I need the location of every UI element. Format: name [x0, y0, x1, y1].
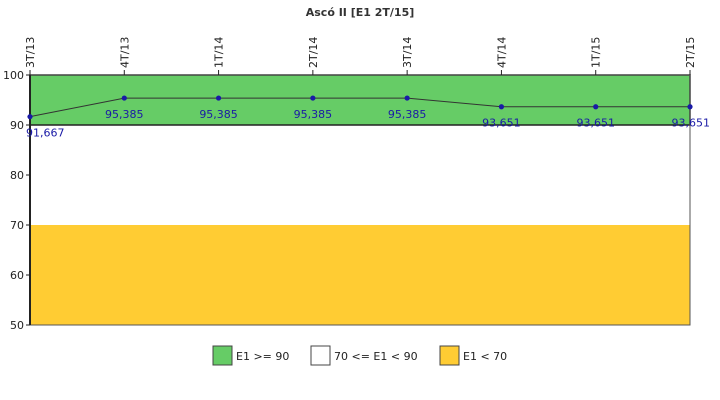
chart-title: Ascó II [E1 2T/15]	[306, 6, 415, 19]
data-point	[310, 95, 316, 101]
band-2	[30, 225, 690, 325]
y-tick-label: 80	[10, 169, 24, 182]
data-label: 93,651	[672, 117, 711, 130]
legend-label: E1 >= 90	[236, 350, 289, 363]
x-tick-label: 4T/13	[118, 37, 131, 68]
data-label: 95,385	[388, 108, 427, 121]
data-point	[593, 104, 599, 110]
x-tick-label: 2T/14	[307, 37, 320, 68]
band-1	[30, 125, 690, 225]
data-point	[121, 95, 127, 101]
legend-label: 70 <= E1 < 90	[334, 350, 418, 363]
band-0	[30, 75, 690, 125]
x-tick-label: 3T/14	[401, 37, 414, 68]
x-tick-label: 4T/14	[495, 37, 508, 68]
x-tick-label: 3T/13	[24, 37, 37, 68]
y-tick-label: 100	[3, 69, 24, 82]
data-point	[498, 104, 505, 110]
x-tick-label: 2T/15	[684, 37, 697, 68]
data-label: 95,385	[199, 108, 238, 121]
x-tick-label: 1T/15	[590, 37, 603, 68]
data-point	[27, 114, 33, 120]
data-label: 95,385	[105, 108, 144, 121]
series-polyline	[29, 97, 690, 118]
data-label: 93,651	[576, 117, 615, 130]
data-label: 93,651	[482, 117, 521, 130]
y-tick-label: 60	[10, 269, 24, 282]
data-point	[687, 104, 693, 110]
x-tick-label: 1T/14	[213, 37, 226, 68]
threshold-bands	[29, 74, 691, 326]
legend: E1 >= 90 70 <= E1 < 90 E1 < 70	[212, 345, 507, 366]
y-tick-label: 90	[10, 119, 24, 132]
data-point	[215, 95, 222, 101]
data-point	[404, 95, 410, 101]
legend-swatch	[212, 345, 233, 366]
data-label: 95,385	[294, 108, 333, 121]
data-points	[27, 95, 693, 120]
series-line	[29, 97, 690, 118]
legend-label: E1 < 70	[463, 350, 507, 363]
legend-swatch	[310, 345, 331, 366]
y-tick-label: 70	[10, 219, 24, 232]
y-tick-label: 50	[10, 319, 24, 332]
legend-swatch	[439, 345, 460, 366]
data-labels: 91,667 95,385 95,385 95,385 95,385 93,651 93,6…	[26, 108, 710, 140]
data-label: 91,667	[26, 127, 65, 140]
